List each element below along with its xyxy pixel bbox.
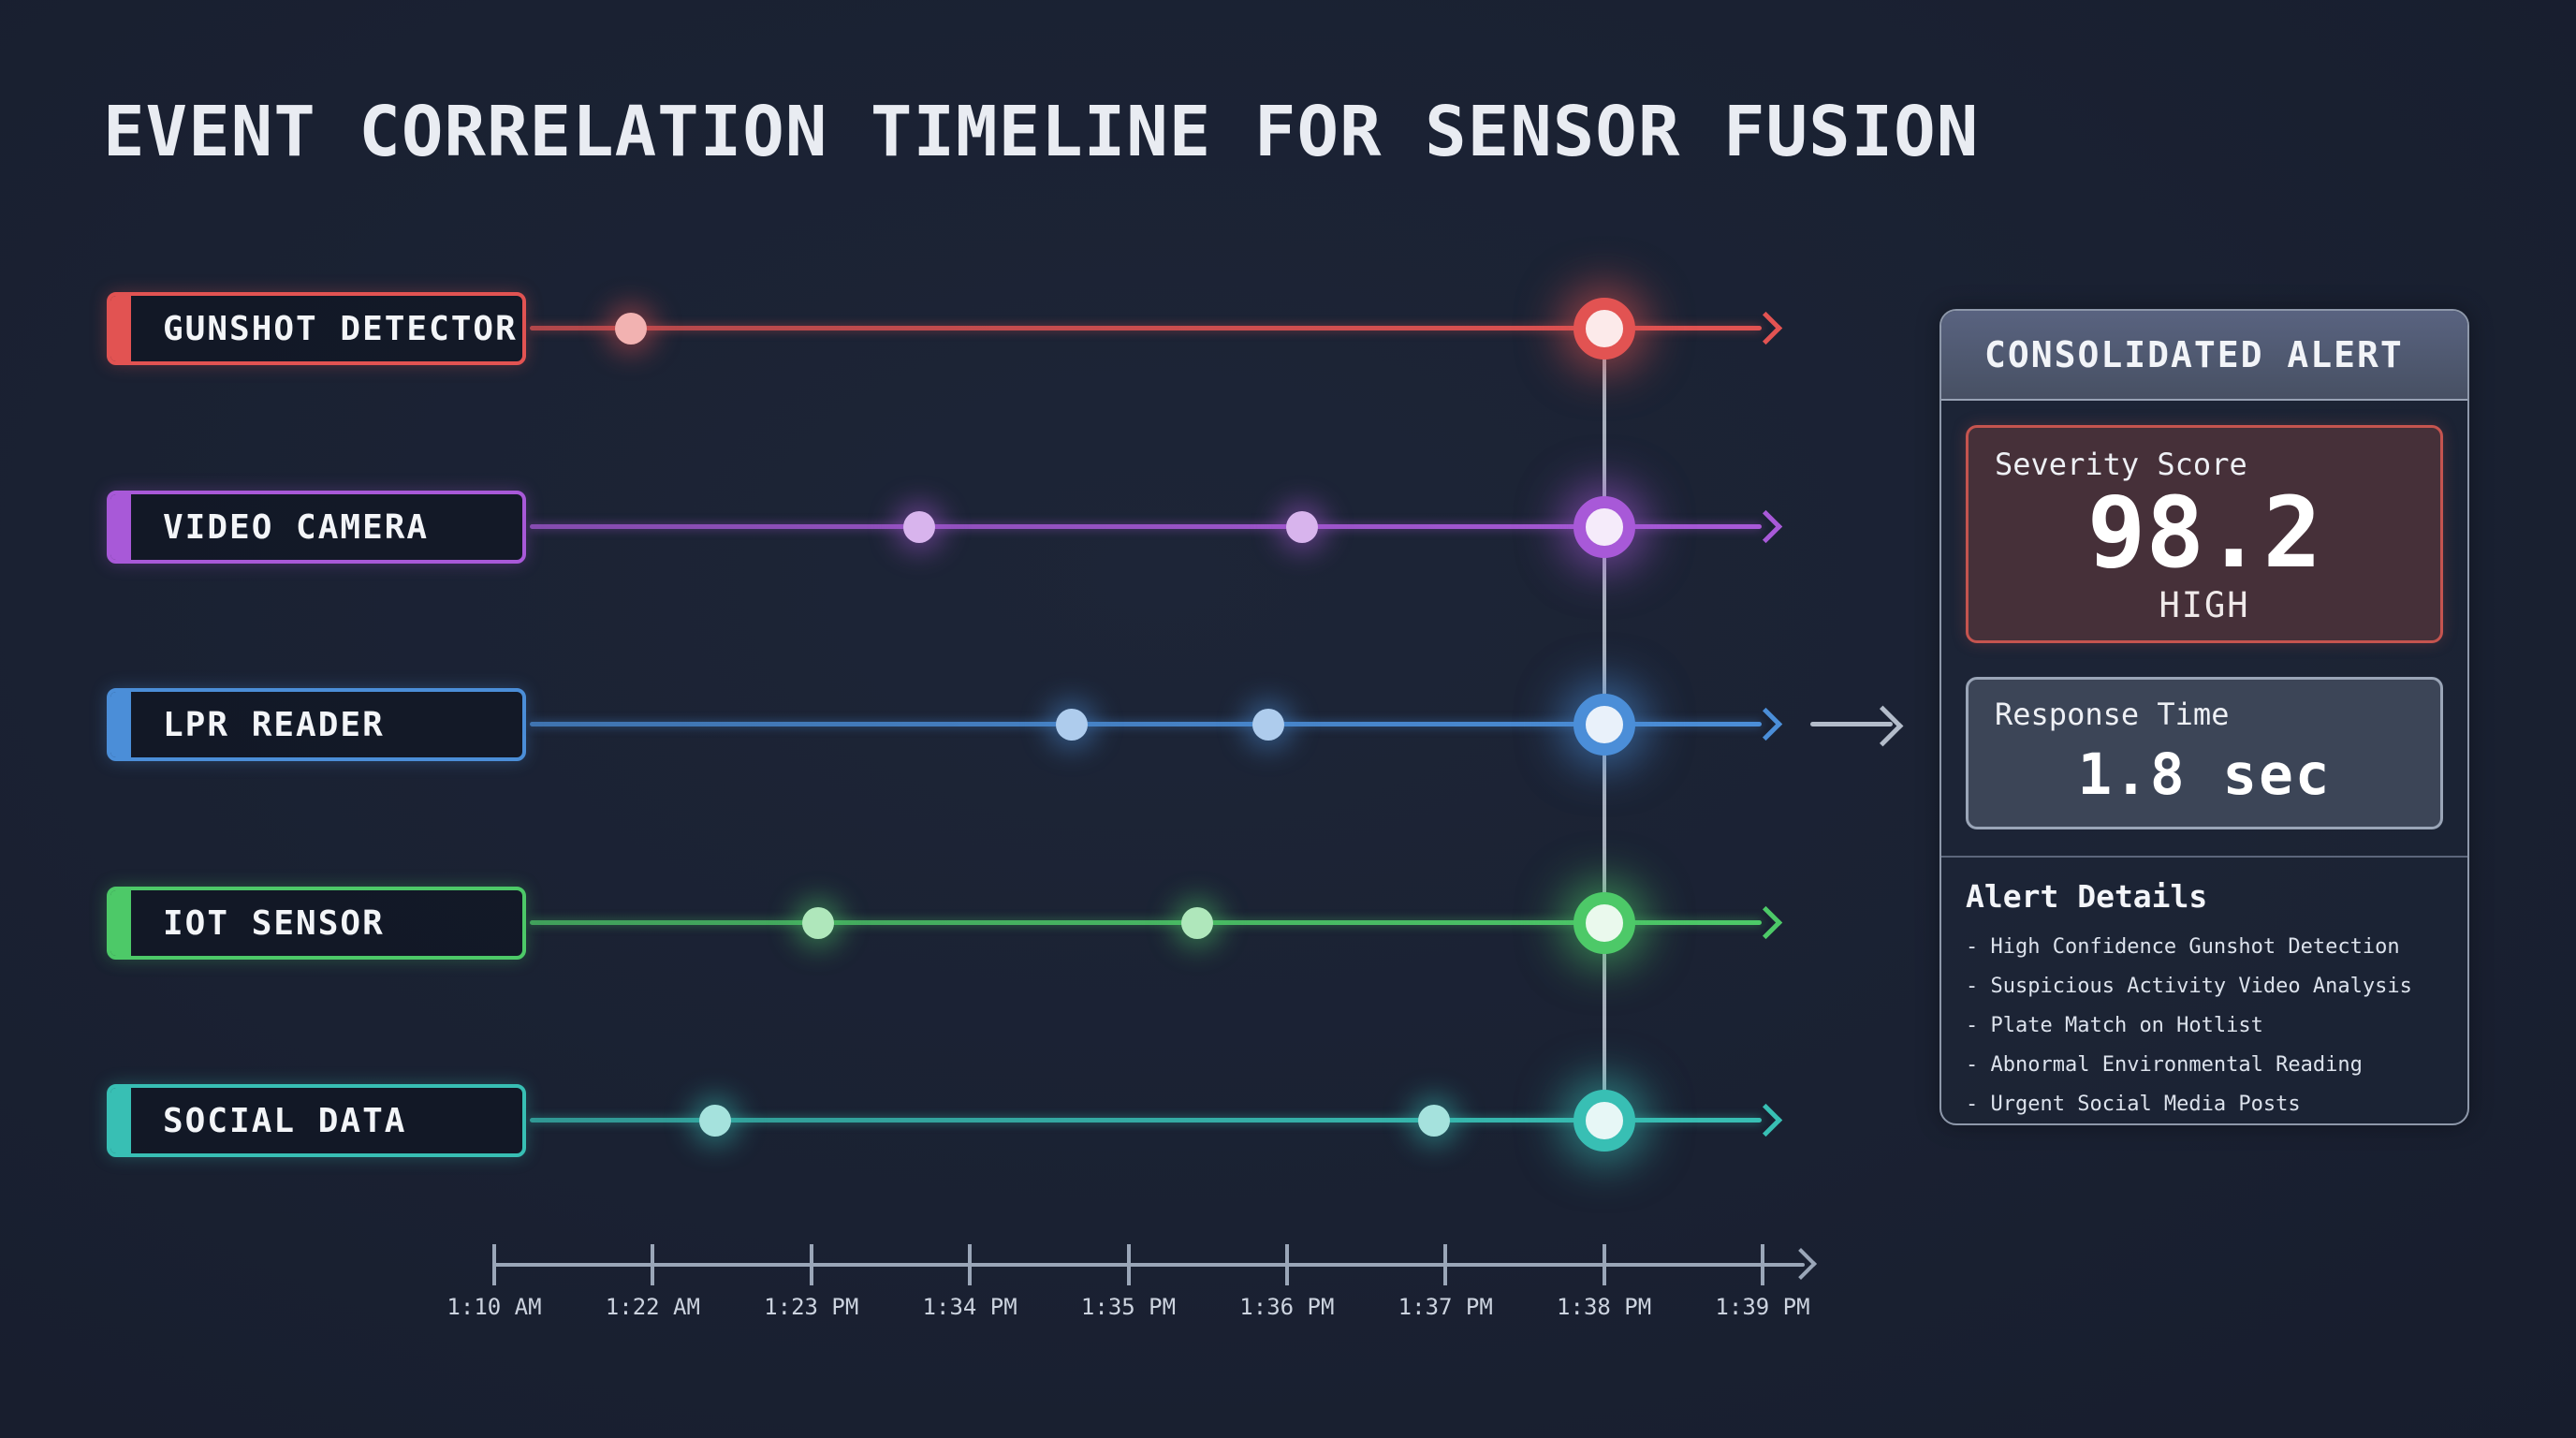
sensor-label-box: SOCIAL DATA [107,1084,526,1157]
axis-tick-label: 1:34 PM [922,1294,1017,1320]
event-dot [1180,907,1213,939]
lane-line [530,722,1762,726]
converged-event-dot [1573,298,1635,360]
axis-tick [651,1244,655,1285]
flow-arrow-head [1862,705,1904,747]
sensor-label: SOCIAL DATA [163,1101,407,1140]
converged-event-dot [1573,496,1635,558]
event-dot [698,1105,731,1137]
sensor-label: GUNSHOT DETECTOR [163,309,518,348]
sensor-label-accent [110,1088,131,1153]
axis-tick-label: 1:37 PM [1398,1294,1493,1320]
event-dot [615,313,648,345]
sensor-label-accent [110,692,131,757]
axis-tick [1126,1244,1131,1285]
lane-line [530,920,1762,925]
axis-tick [1284,1244,1289,1285]
lane-arrow-icon [1749,311,1783,345]
event-dot [1251,709,1284,741]
lane-line [530,1118,1762,1123]
time-axis [494,1263,1805,1267]
severity-score-value: 98.2 [2086,476,2322,590]
time-axis-arrow-icon [1785,1248,1817,1280]
event-dot [902,511,935,543]
alert-detail-item: Plate Match on Hotlist [1966,1006,2443,1046]
alert-details-list: High Confidence Gunshot Detection Suspic… [1966,928,2443,1124]
alert-panel-header: CONSOLIDATED ALERT [1941,311,2467,401]
event-dot [1286,511,1319,543]
axis-tick-label: 1:36 PM [1239,1294,1335,1320]
sensor-label-box: LPR READER [107,688,526,761]
flow-arrow-icon [1810,700,1913,749]
sensor-label: LPR READER [163,705,385,744]
sensor-label-box: VIDEO CAMERA [107,491,526,564]
sensor-label: VIDEO CAMERA [163,507,430,547]
axis-tick-label: 1:10 AM [446,1294,542,1320]
alert-detail-item: High Confidence Gunshot Detection [1966,928,2443,967]
lane-arrow-icon [1749,509,1783,544]
sensor-label-box: IOT SENSOR [107,887,526,960]
lane-line [530,524,1762,529]
axis-tick-label: 1:39 PM [1715,1294,1810,1320]
event-dot [801,907,834,939]
axis-tick-label: 1:22 AM [605,1294,700,1320]
alert-detail-item: Abnormal Environmental Reading [1966,1046,2443,1085]
sensor-label-accent [110,890,131,956]
alert-detail-item: Suspicious Activity Video Analysis [1966,967,2443,1006]
axis-tick [968,1244,973,1285]
axis-tick [1602,1244,1606,1285]
response-time-value: 1.8 sec [2077,741,2332,809]
severity-score-card: Severity Score 98.2 HIGH [1966,425,2443,644]
lane-arrow-icon [1749,707,1783,741]
panel-divider [1941,856,2467,858]
axis-tick-label: 1:23 PM [764,1294,859,1320]
converged-event-dot [1573,694,1635,756]
flow-arrow-line [1810,722,1893,726]
event-dot [1055,709,1088,741]
severity-score-label: Severity Score [1995,447,2247,482]
axis-tick [1761,1244,1764,1285]
response-time-card: Response Time 1.8 sec [1966,677,2443,830]
alert-details-title: Alert Details [1966,878,2208,916]
sensor-label: IOT SENSOR [163,903,385,943]
lane-arrow-icon [1749,1103,1783,1137]
axis-tick-label: 1:38 PM [1557,1294,1652,1320]
lane-arrow-icon [1749,905,1783,940]
sensor-label-accent [110,296,131,361]
sensor-label-accent [110,494,131,560]
severity-level-badge: HIGH [2159,585,2250,626]
converged-event-dot [1573,892,1635,954]
response-time-label: Response Time [1995,697,2230,733]
axis-tick [492,1244,496,1285]
axis-tick [1443,1244,1448,1285]
sensor-label-box: GUNSHOT DETECTOR [107,292,526,365]
lane-line [530,326,1762,330]
converged-event-dot [1573,1090,1635,1152]
page-title: EVENT CORRELATION TIMELINE FOR SENSOR FU… [103,92,1980,172]
event-dot [1418,1105,1451,1137]
alert-details-section: Alert Details High Confidence Gunshot De… [1941,878,2467,1124]
alert-detail-item: Urgent Social Media Posts [1966,1085,2443,1124]
axis-tick [809,1244,813,1285]
consolidated-alert-panel: CONSOLIDATED ALERT Severity Score 98.2 H… [1939,309,2469,1125]
axis-tick-label: 1:35 PM [1080,1294,1177,1320]
